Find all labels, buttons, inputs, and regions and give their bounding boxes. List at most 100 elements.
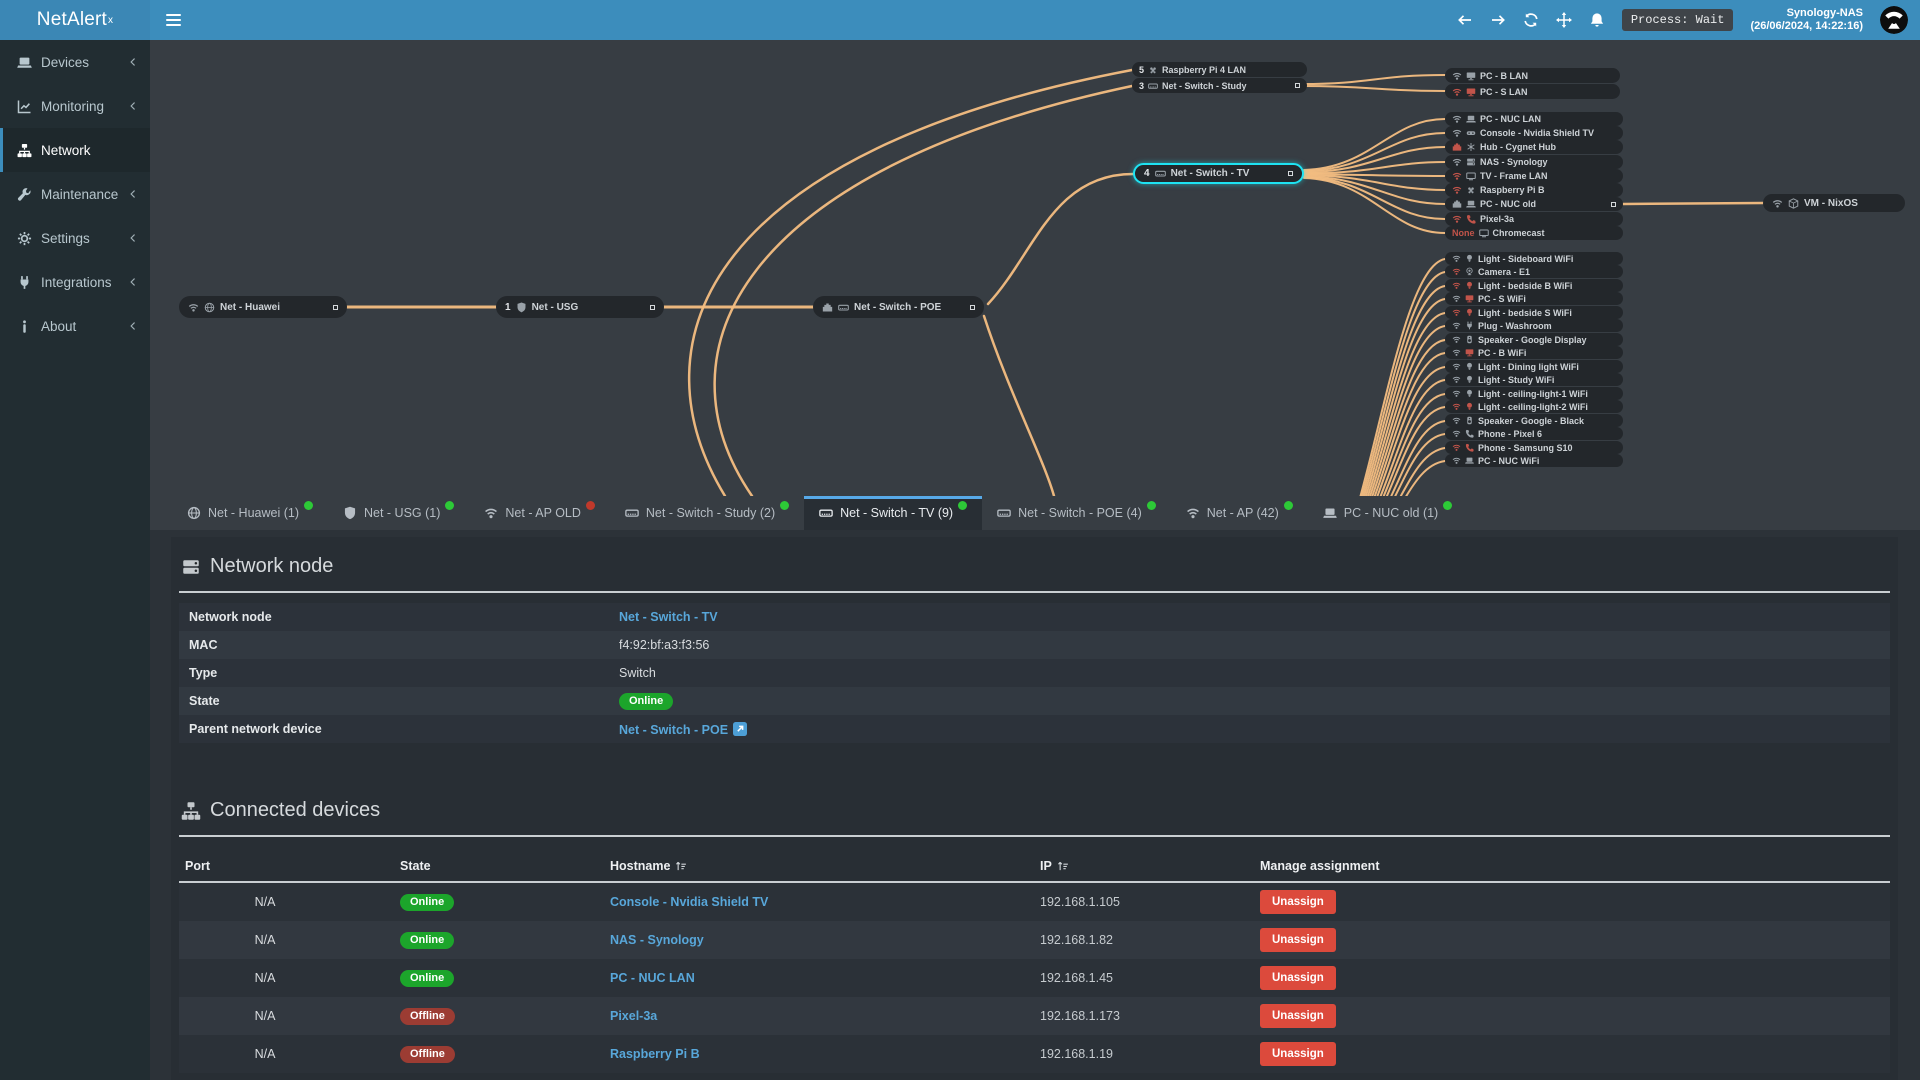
network-node-phone-pixel-6[interactable]: Phone - Pixel 6: [1445, 427, 1623, 440]
device-hostname-link[interactable]: Console - Nvidia Shield TV: [610, 895, 769, 909]
tab-net-huawei-1[interactable]: Net - Huawei (1): [172, 496, 328, 530]
sidebar-item-integrations[interactable]: Integrations: [0, 260, 150, 304]
network-node-chromecast[interactable]: None Chromecast: [1445, 226, 1623, 240]
network-node-console-nvidia-shield-tv[interactable]: Console - Nvidia Shield TV: [1445, 126, 1623, 140]
network-node-net-switch-tv[interactable]: 4 Net - Switch - TV: [1133, 163, 1304, 184]
device-ip: 192.168.1.45: [1040, 971, 1113, 985]
info-icon: [23, 319, 26, 333]
column-header-ip[interactable]: IP: [1040, 859, 1260, 873]
divider: [179, 835, 1890, 837]
unassign-button[interactable]: Unassign: [1260, 928, 1336, 952]
arrow-right-button[interactable]: [1490, 12, 1506, 28]
desktop-icon: [1465, 349, 1474, 357]
sidebar-item-devices[interactable]: Devices: [0, 40, 150, 84]
collapse-handle[interactable]: [1295, 83, 1300, 88]
network-node-net-switch-poe[interactable]: Net - Switch - POE: [813, 296, 984, 318]
sidebar-item-settings[interactable]: Settings: [0, 216, 150, 260]
info-row-type: Type Switch: [179, 659, 1890, 687]
network-node-camera-e1[interactable]: Camera - E1: [1445, 265, 1623, 278]
device-port: N/A: [254, 895, 276, 909]
tab-net-ap-42[interactable]: Net - AP (42): [1171, 496, 1308, 530]
tab-net-switch-tv-9[interactable]: Net - Switch - TV (9): [804, 496, 983, 530]
bell-button[interactable]: [1589, 12, 1605, 28]
app-logo[interactable]: NetAlert x: [0, 0, 150, 40]
device-state-badge: Online: [400, 931, 455, 949]
unassign-button[interactable]: Unassign: [1260, 1004, 1336, 1028]
node-link[interactable]: Net - Switch - TV: [619, 610, 718, 624]
network-node-light-ceiling-light-2-wifi[interactable]: Light - ceiling-light-2 WiFi: [1445, 400, 1623, 413]
tab-net-switch-study-2[interactable]: Net - Switch - Study (2): [610, 496, 804, 530]
node-label: Camera - E1: [1478, 266, 1531, 277]
sidebar-item-maintenance[interactable]: Maintenance: [0, 172, 150, 216]
network-node-light-bedside-s-wifi[interactable]: Light - bedside S WiFi: [1445, 306, 1623, 319]
sidebar-toggle-button[interactable]: [150, 0, 196, 40]
network-node-hub-cygnet-hub[interactable]: Hub - Cygnet Hub: [1445, 140, 1623, 154]
node-label: NAS - Synology: [1480, 157, 1548, 167]
network-node-tv-frame-lan[interactable]: TV - Frame LAN: [1445, 169, 1623, 183]
unassign-button[interactable]: Unassign: [1260, 1042, 1336, 1066]
device-hostname-link[interactable]: PC - NUC LAN: [610, 971, 695, 985]
move-button[interactable]: [1555, 12, 1572, 28]
sitemap-icon: [181, 801, 201, 820]
device-hostname-link[interactable]: NAS - Synology: [610, 933, 704, 947]
collapse-handle[interactable]: [970, 304, 975, 310]
collapse-handle[interactable]: [333, 304, 338, 310]
unassign-button[interactable]: Unassign: [1260, 966, 1336, 990]
device-hostname-link[interactable]: Pixel-3a: [610, 1009, 658, 1023]
divider: [179, 881, 1890, 883]
refresh-icon: [1524, 13, 1538, 27]
network-node-pc-s-lan[interactable]: PC - S LAN: [1445, 84, 1620, 99]
collapse-handle[interactable]: [650, 304, 655, 310]
top-navbar: NetAlert x Process: Wait Synology-NAS (26…: [0, 0, 1920, 40]
network-node-light-bedside-b-wifi[interactable]: Light - bedside B WiFi: [1445, 279, 1623, 292]
extlink-icon: [733, 721, 748, 736]
node-label: PC - B LAN: [1480, 70, 1528, 81]
sitemap-icon: [181, 801, 201, 821]
tab-net-ap-old[interactable]: Net - AP OLD: [469, 496, 610, 530]
refresh-button[interactable]: [1523, 12, 1539, 28]
external-link-icon[interactable]: [733, 721, 748, 736]
sidebar-item-monitoring[interactable]: Monitoring: [0, 84, 150, 128]
sidebar-item-about[interactable]: About: [0, 304, 150, 348]
device-state-badge: Online: [400, 969, 455, 987]
network-node-light-sideboard-wifi[interactable]: Light - Sideboard WiFi: [1445, 252, 1623, 265]
network-node-raspberry-pi-4-lan[interactable]: 5 Raspberry Pi 4 LAN: [1132, 62, 1307, 77]
info-icon: [17, 319, 32, 334]
tab-net-switch-poe-4[interactable]: Net - Switch - POE (4): [982, 496, 1171, 530]
wifi-icon: [1452, 215, 1462, 223]
device-hostname-link[interactable]: Raspberry Pi B: [610, 1047, 700, 1061]
tab-net-usg-1[interactable]: Net - USG (1): [328, 496, 469, 530]
user-avatar[interactable]: [1880, 6, 1908, 34]
collapse-handle[interactable]: [1288, 171, 1293, 176]
unassign-button[interactable]: Unassign: [1260, 890, 1336, 914]
network-node-pc-b-wifi[interactable]: PC - B WiFi: [1445, 346, 1623, 359]
switch-icon: [1148, 83, 1158, 89]
network-node-pixel-3a[interactable]: Pixel-3a: [1445, 212, 1623, 226]
network-node-pc-s-wifi[interactable]: PC - S WiFi: [1445, 292, 1623, 305]
network-node-pc-b-lan[interactable]: PC - B LAN: [1445, 68, 1620, 83]
parent-node-link[interactable]: Net - Switch - POE: [619, 722, 729, 737]
network-node-net-switch-study[interactable]: 3 Net - Switch - Study: [1132, 78, 1307, 93]
network-node-pc-nuc-lan[interactable]: PC - NUC LAN: [1445, 112, 1623, 126]
network-node-light-dining-light-wifi[interactable]: Light - Dining light WiFi: [1445, 360, 1623, 373]
network-node-vm-nixos[interactable]: VM - NixOS: [1763, 194, 1905, 212]
tab-pc-nuc-old-1[interactable]: PC - NUC old (1): [1308, 496, 1467, 530]
network-node-light-ceiling-light-1-wifi[interactable]: Light - ceiling-light-1 WiFi: [1445, 387, 1623, 400]
network-node-nas-synology[interactable]: NAS - Synology: [1445, 155, 1623, 169]
sidebar-item-network[interactable]: Network: [0, 128, 150, 172]
wifi-icon: [1452, 295, 1461, 302]
network-node-net-huawei[interactable]: Net - Huawei: [179, 296, 347, 318]
arrow-left-button[interactable]: [1457, 12, 1473, 28]
network-node-plug-washroom[interactable]: Plug - Washroom: [1445, 319, 1623, 332]
network-node-raspberry-pi-b[interactable]: Raspberry Pi B: [1445, 183, 1623, 197]
network-node-pc-nuc-wifi[interactable]: PC - NUC WiFi: [1445, 454, 1623, 467]
network-node-light-study-wifi[interactable]: Light - Study WiFi: [1445, 373, 1623, 386]
network-node-net-usg[interactable]: 1 Net - USG: [496, 296, 664, 318]
switch-icon: [997, 506, 1011, 520]
network-node-phone-samsung-s10[interactable]: Phone - Samsung S10: [1445, 441, 1623, 454]
collapse-handle[interactable]: [1611, 201, 1616, 207]
column-header-hostname[interactable]: Hostname: [610, 859, 1040, 873]
network-node-pc-nuc-old[interactable]: PC - NUC old: [1445, 197, 1623, 211]
network-node-speaker-google-display[interactable]: Speaker - Google Display: [1445, 333, 1623, 346]
network-node-speaker-google-black[interactable]: Speaker - Google - Black: [1445, 414, 1623, 427]
